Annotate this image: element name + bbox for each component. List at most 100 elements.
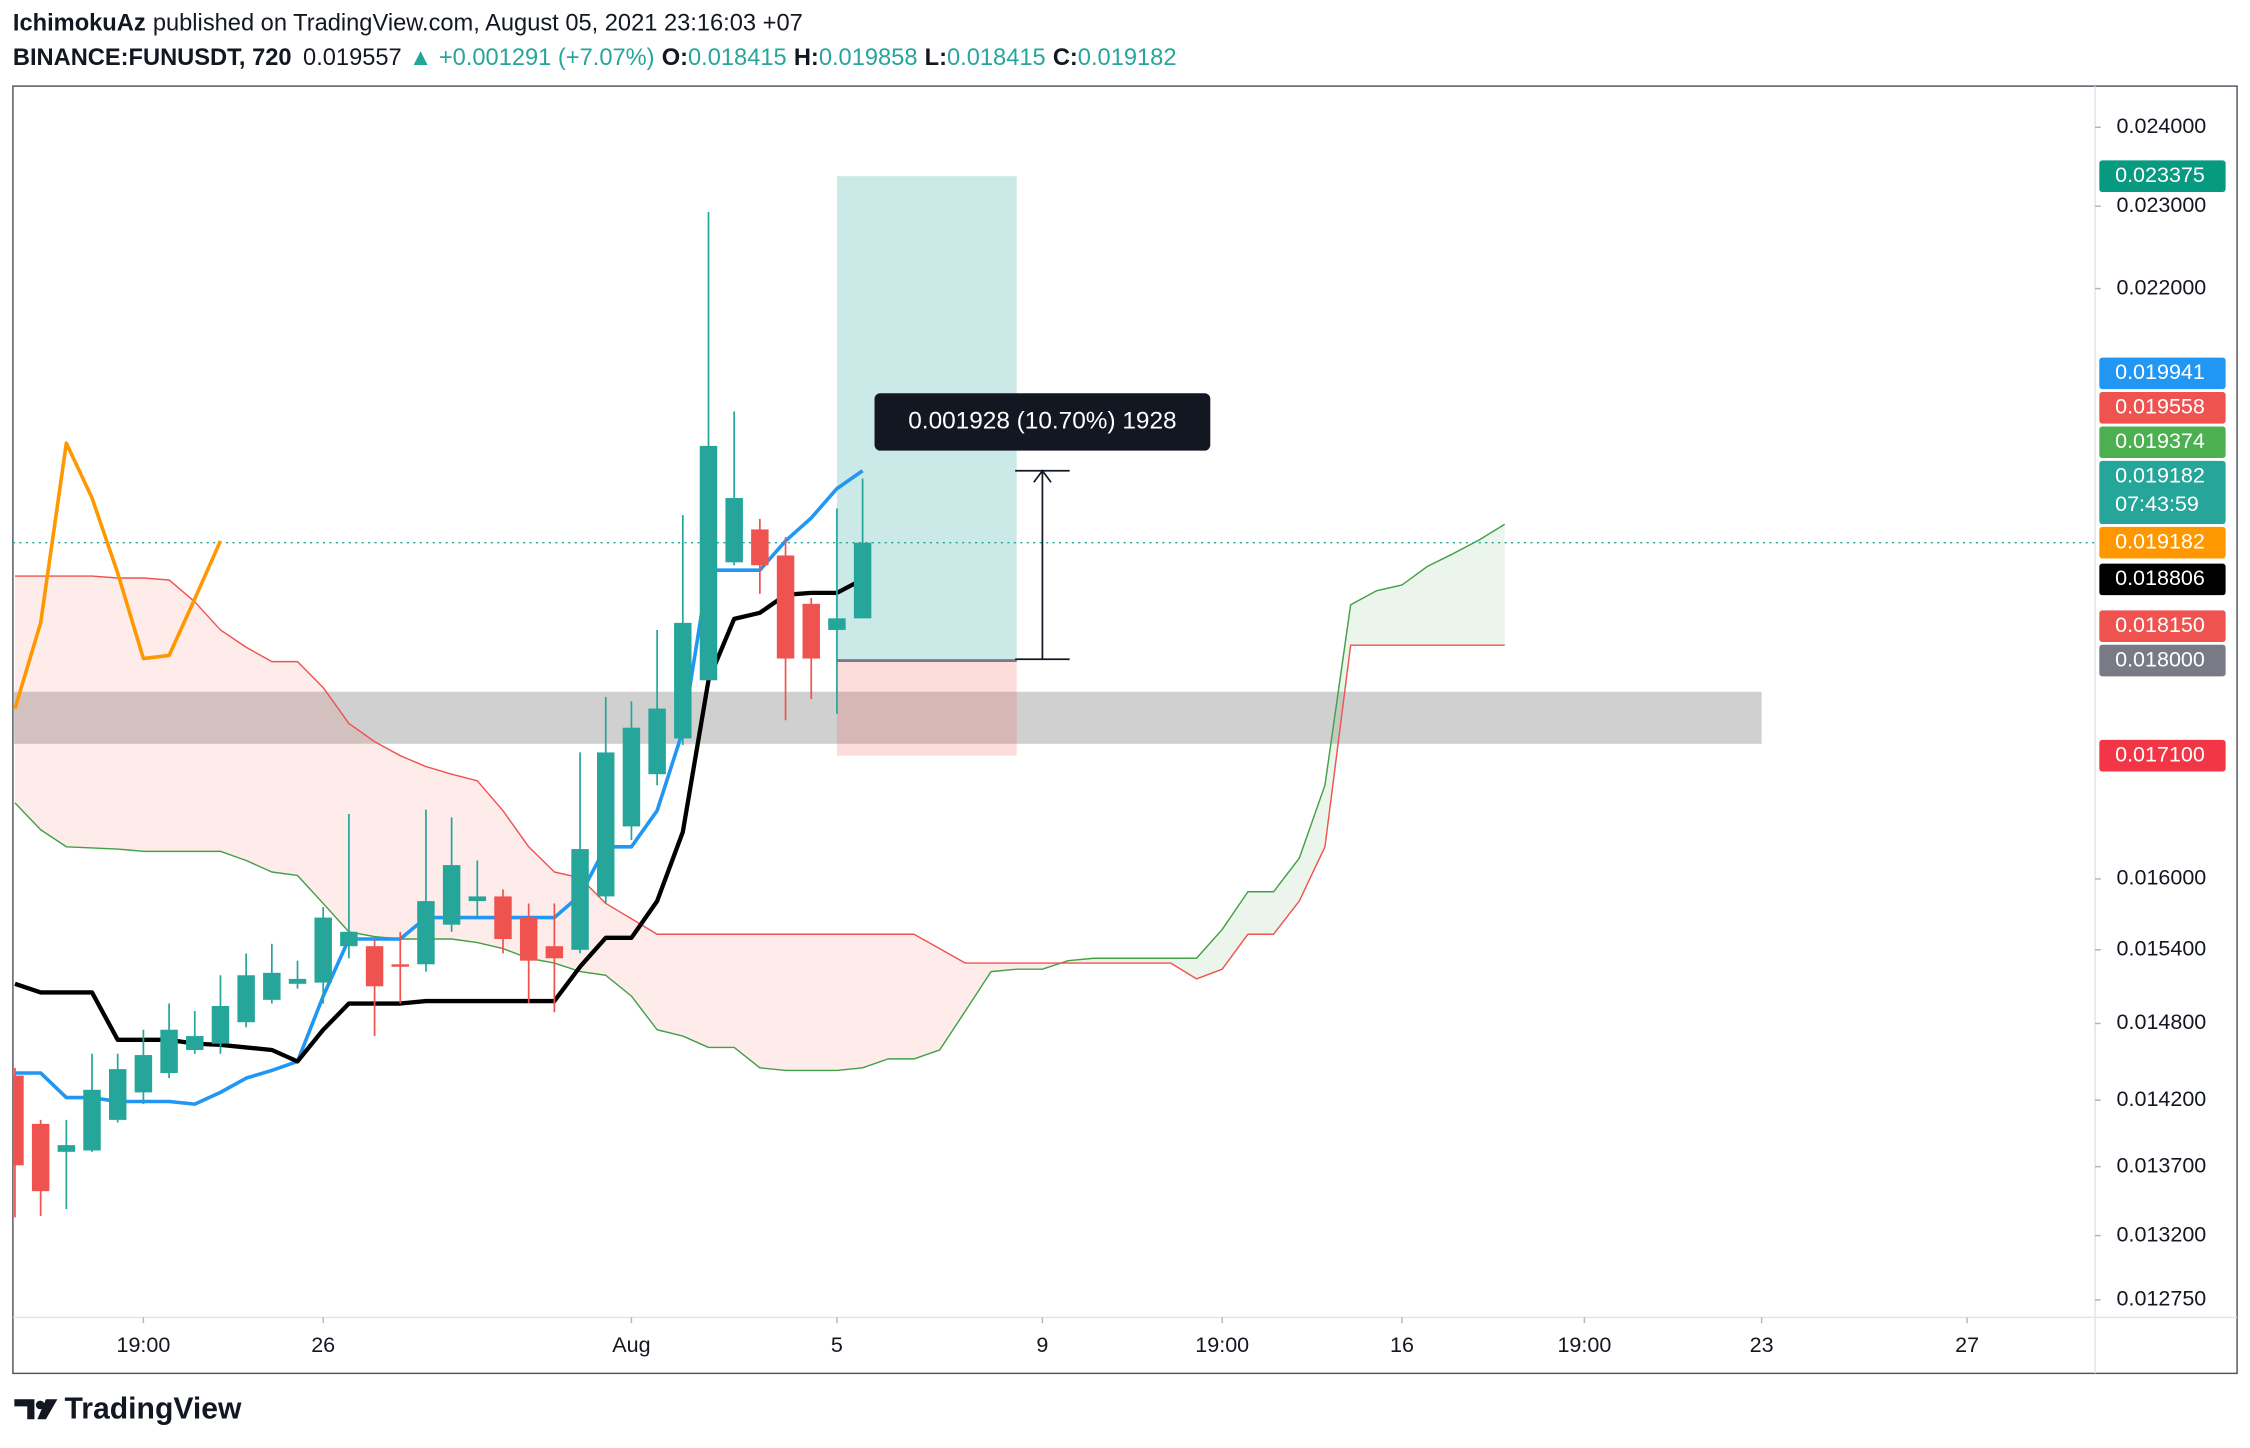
countdown: 07:43:59 [2115,492,2199,516]
plot [12,176,2096,1218]
cloud-fill [888,934,914,1059]
open: 0.018415 [688,45,787,71]
cloud-fill [1016,963,1043,970]
price-label-box [2099,426,2226,459]
close: 0.019182 [1078,45,1177,71]
cloud-fill [400,755,426,940]
cloud-fill [605,903,632,997]
overlay: 0.001928 (10.70%) 1928 0.023375 0.019941 0.… [874,160,2226,772]
author: IchimokuAz [13,11,146,37]
candle-body [186,1036,204,1050]
cloud-fill [1222,891,1248,970]
cloud-fill [657,934,683,1037]
candle-body [751,529,769,566]
cloud-fill [631,918,658,1030]
price-label-box [2099,644,2226,677]
symbol: BINANCE:FUNUSDT, 720 [13,45,292,71]
candle-body [597,752,615,897]
position-loss [836,660,1017,756]
cloud-fill [117,578,144,852]
cloud-fill [734,934,760,1068]
candle-body [853,542,872,619]
price-label: 0.023375 [2115,163,2205,187]
cloud-fill [965,963,992,1011]
cloud-fill [1093,958,1120,964]
cloud-fill [1453,539,1480,646]
y-tick-label: 0.015400 [2117,936,2207,960]
price-label-box [2099,392,2226,424]
price-label: 0.019558 [2115,394,2205,418]
candle-body [134,1055,153,1093]
cloud-fill [220,629,247,861]
candle-body [31,1123,50,1192]
x-tick-label: 27 [1955,1333,1979,1357]
cloud-fill [1196,929,1223,979]
logo-slash [37,1399,58,1420]
span-a-line [14,523,1506,1072]
high: 0.019858 [819,45,918,71]
candle-body [725,498,743,563]
candle-body [442,865,461,925]
cloud-fill [14,576,41,830]
x-tick-label: 9 [1036,1333,1048,1357]
header-line-2: BINANCE:FUNUSDT, 720 0.019557 ▲ +0.001291 … [13,45,1177,71]
price-label-box [2099,160,2226,192]
price-label: 0.018000 [2115,647,2205,671]
cloud-fill [40,576,67,847]
price-label-box [2099,563,2226,596]
cloud-fill [1299,785,1325,902]
indicator-line [14,577,864,1064]
y-tick-label: 0.014200 [2117,1087,2207,1111]
candle-body [802,603,820,659]
cloud-fill [246,647,272,873]
y-tick-label: 0.013200 [2117,1222,2207,1246]
published: published on TradingView.com, August 05,… [153,11,803,37]
change: ▲ +0.001291 (+7.07%) [409,45,655,71]
cloud-fill [169,579,195,852]
cloud-fill [836,934,863,1071]
x-tick-label: 26 [311,1333,335,1357]
l-label: L: [925,45,947,71]
cloud-fill [862,934,889,1068]
candle-body [468,896,487,902]
header-line-1: IchimokuAz published on TradingView.com, … [13,11,803,37]
candle-body [391,964,409,967]
cloud-fill [143,578,170,852]
cloud-fill [939,948,966,1050]
cloud-fill [708,934,735,1048]
price-label-box [2099,460,2226,525]
c-label: C: [1053,45,1078,71]
cloud-fill [297,661,324,904]
cloud-fill [1479,524,1505,646]
cloud-fill [1350,590,1377,646]
price-label-box [2099,610,2226,642]
candle-body [699,445,718,681]
cloud-fill [323,687,349,932]
candle-body [288,978,307,984]
candle-body [12,1075,24,1166]
y-tick-label: 0.023000 [2117,193,2207,217]
cloud-fill [785,934,812,1071]
cloud-fill [1247,891,1274,935]
cloud-fill [66,576,93,848]
price-label: 0.018806 [2115,566,2205,590]
x-tick-label: 23 [1750,1333,1774,1357]
candle-body [622,727,641,827]
candle-body [776,555,795,659]
zone [12,691,1762,744]
cloud-fill [1376,584,1403,646]
logo-dot [35,1400,45,1410]
y-tick-label: 0.024000 [2117,114,2207,138]
indicator-line [13,441,223,710]
candle-body [545,946,564,959]
x-tick-label: 5 [831,1333,843,1357]
cloud-fill [374,741,401,940]
price-label-box [2099,526,2226,559]
cloud-fill [348,723,375,937]
candle-body [417,901,435,965]
cloud-fill [1324,604,1351,847]
y-tick-label: 0.012750 [2117,1287,2207,1311]
cloud-fill [682,934,709,1048]
low: 0.018415 [947,45,1046,71]
